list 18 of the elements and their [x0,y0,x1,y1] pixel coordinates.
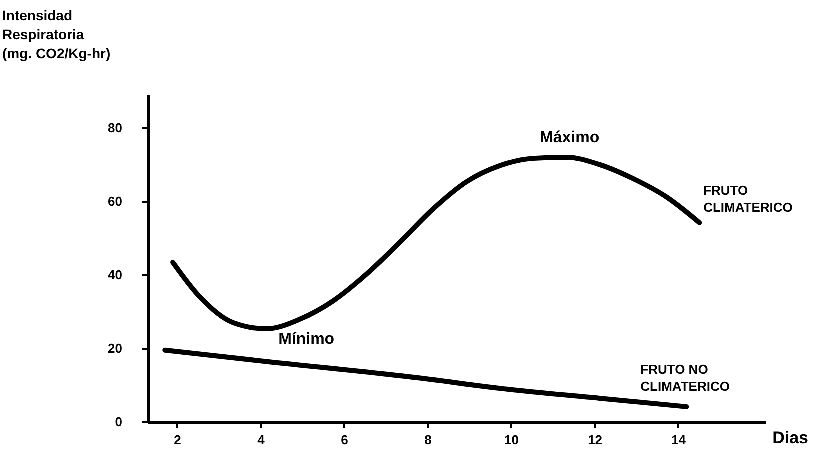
y-tick-label: 80 [108,120,122,136]
annotation: Máximo [540,129,600,146]
x-tick-label: 12 [588,432,603,448]
annotation: Mínimo [278,331,335,348]
x-tick-label: 2 [174,432,182,448]
y-axis-title: Intensidad Respiratoria (mg. CO2/Kg-hr) [2,8,111,62]
y-tick-label: 0 [115,414,122,430]
x-axis-title: Dias [772,428,808,448]
x-tick-label: 14 [672,432,687,448]
series-label: FRUTO CLIMATERICO [704,182,793,215]
x-tick-label: 8 [424,432,432,448]
y-tick-label: 60 [108,194,122,210]
x-tick-label: 4 [258,432,266,448]
y-tick-label: 20 [108,341,122,356]
y-tick-label: 40 [108,268,122,283]
x-tick-label: 6 [341,432,348,448]
x-tick-label: 10 [504,432,520,448]
series-label: FRUTO NO CLIMATERICO [640,362,730,394]
